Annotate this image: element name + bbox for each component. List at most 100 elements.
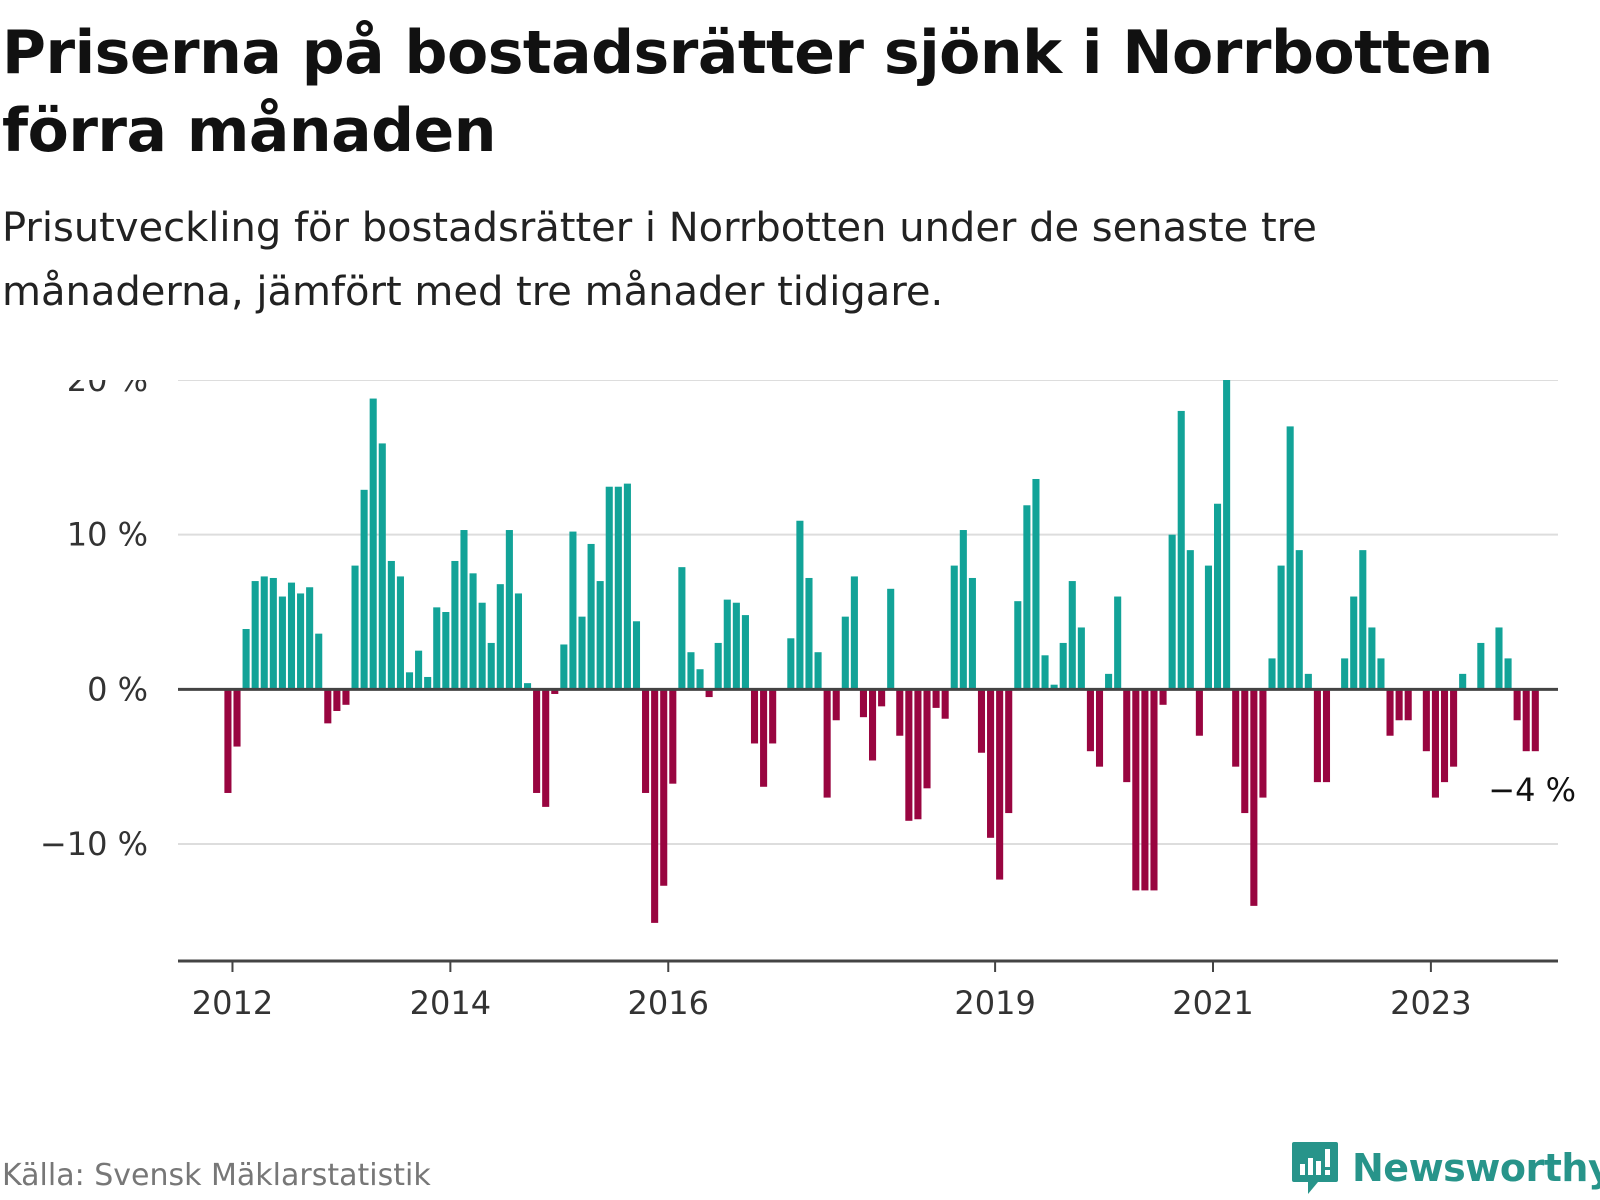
bar xyxy=(696,669,704,690)
bar xyxy=(805,577,813,690)
bar xyxy=(1259,689,1267,798)
bar xyxy=(1531,689,1539,752)
bar xyxy=(1450,689,1458,767)
bar xyxy=(1077,627,1085,690)
bar xyxy=(996,689,1004,880)
bar xyxy=(596,581,604,690)
bar xyxy=(1050,684,1058,690)
bar xyxy=(1195,689,1203,736)
bar xyxy=(959,530,967,690)
bar xyxy=(342,689,350,705)
bar xyxy=(614,486,622,690)
bar xyxy=(297,593,305,690)
brand-logo[interactable]: Newsworthy xyxy=(1290,1138,1600,1198)
bar xyxy=(278,596,286,690)
bar xyxy=(1105,673,1113,690)
bar xyxy=(1059,642,1067,690)
bar xyxy=(1032,478,1040,690)
bar xyxy=(1368,627,1376,690)
bar xyxy=(578,616,586,690)
bar xyxy=(1377,658,1385,690)
bar xyxy=(1341,658,1349,690)
bar xyxy=(687,652,695,690)
bar xyxy=(923,689,931,789)
bar xyxy=(569,531,577,690)
bar xyxy=(233,689,241,747)
bar xyxy=(551,689,559,694)
chart-title: Priserna på bostadsrätter sjönk i Norrbo… xyxy=(2,18,1493,166)
bar xyxy=(1232,689,1240,767)
bar xyxy=(841,616,849,690)
bar xyxy=(587,543,595,690)
bar xyxy=(260,576,268,690)
bar xyxy=(433,607,441,690)
bar xyxy=(396,576,404,690)
bar xyxy=(1204,565,1213,690)
bar xyxy=(1459,673,1467,690)
gridlines xyxy=(178,380,1558,845)
bar xyxy=(832,689,840,721)
bar xyxy=(1304,673,1312,690)
bar xyxy=(932,689,940,708)
bar xyxy=(1359,550,1367,690)
bar xyxy=(714,642,722,690)
bar xyxy=(723,599,731,690)
bar xyxy=(850,576,858,690)
bar xyxy=(678,567,686,690)
bar xyxy=(269,577,277,690)
bar xyxy=(1005,689,1013,814)
bar xyxy=(442,612,450,690)
bar xyxy=(1213,503,1222,690)
bar xyxy=(287,582,296,690)
bar xyxy=(496,584,504,690)
bar xyxy=(242,629,250,690)
bar xyxy=(987,689,995,838)
bar xyxy=(478,602,486,690)
bar xyxy=(1114,596,1122,690)
bar xyxy=(1250,689,1258,906)
bar xyxy=(669,689,677,784)
newsworthy-logo-icon xyxy=(1292,1142,1338,1194)
bar xyxy=(905,689,913,821)
bar xyxy=(1186,550,1194,690)
bar xyxy=(533,689,541,793)
axes xyxy=(178,687,1558,972)
bar xyxy=(424,676,432,690)
y-tick-label: 20 % xyxy=(67,380,148,399)
bar xyxy=(1159,689,1167,705)
bar xyxy=(741,615,749,690)
bar xyxy=(1268,658,1276,690)
bar xyxy=(1404,689,1412,721)
bar xyxy=(887,588,895,690)
bar xyxy=(1504,658,1512,690)
y-tick-label: 0 % xyxy=(87,670,148,708)
bar xyxy=(369,398,377,690)
y-tick-label: 10 % xyxy=(67,516,148,554)
chart-subtitle: Prisutveckling för bostadsrätter i Norrb… xyxy=(2,205,1317,315)
bar xyxy=(1440,689,1449,783)
bar xyxy=(651,689,659,923)
bar xyxy=(1223,380,1231,690)
y-tick-label: −10 % xyxy=(40,825,148,863)
bar xyxy=(950,565,958,690)
bar xyxy=(1431,689,1439,798)
bar xyxy=(1068,581,1076,690)
brand-name: Newsworthy xyxy=(1352,1146,1600,1190)
bar xyxy=(605,486,613,690)
bar xyxy=(1241,689,1249,814)
bar xyxy=(1513,689,1521,721)
bar xyxy=(1132,689,1140,891)
bar xyxy=(1023,505,1031,690)
bar xyxy=(977,689,986,753)
bar xyxy=(1422,689,1430,752)
bar xyxy=(351,565,359,690)
bar xyxy=(387,560,395,690)
x-tick-label: 2023 xyxy=(1390,984,1471,1022)
bar xyxy=(324,689,332,724)
bar xyxy=(542,689,550,807)
bar xyxy=(623,483,631,690)
bar xyxy=(632,621,641,690)
bar xyxy=(487,642,495,690)
x-tick-label: 2016 xyxy=(628,984,709,1022)
bar xyxy=(1495,627,1503,690)
